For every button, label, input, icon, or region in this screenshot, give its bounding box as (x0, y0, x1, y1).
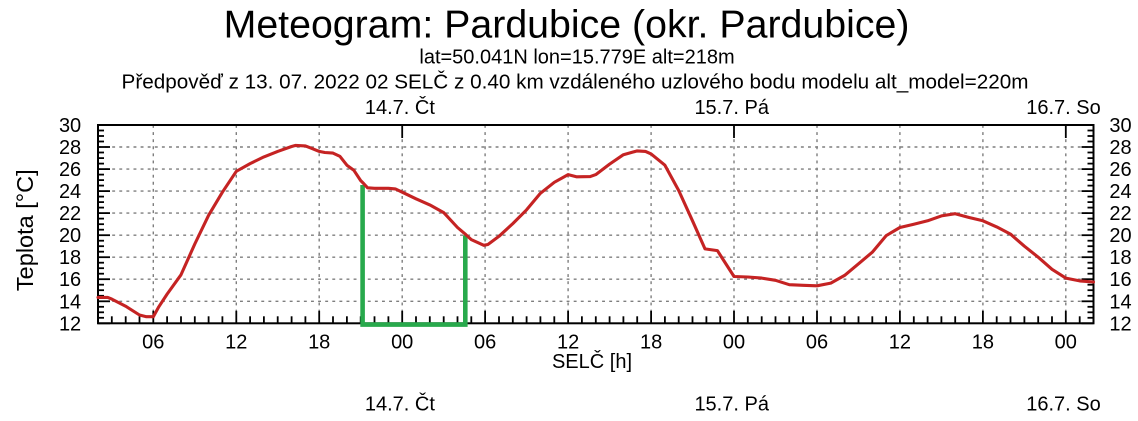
svg-text:lat=50.041N lon=15.779E alt=21: lat=50.041N lon=15.779E alt=218m (419, 47, 734, 69)
svg-text:30: 30 (1109, 115, 1131, 137)
svg-text:12: 12 (59, 313, 81, 335)
svg-text:18: 18 (972, 331, 994, 353)
svg-text:14.7. Čt: 14.7. Čt (365, 96, 435, 119)
svg-text:Předpověď z 13. 07. 2022 02 SE: Předpověď z 13. 07. 2022 02 SELČ z 0.40 … (122, 70, 1029, 93)
svg-text:16: 16 (1109, 269, 1131, 291)
svg-text:24: 24 (1109, 181, 1131, 203)
svg-text:28: 28 (59, 137, 81, 159)
svg-text:16.7. So: 16.7. So (1026, 393, 1101, 415)
svg-text:28: 28 (1109, 137, 1131, 159)
svg-text:06: 06 (474, 331, 496, 353)
svg-text:12: 12 (557, 331, 579, 353)
svg-text:14: 14 (59, 291, 81, 313)
svg-text:Teplota [°C]: Teplota [°C] (12, 169, 38, 291)
svg-text:12: 12 (1109, 313, 1131, 335)
svg-text:30: 30 (59, 115, 81, 137)
svg-text:14: 14 (1109, 291, 1131, 313)
svg-text:14.7. Čt: 14.7. Čt (365, 392, 435, 415)
svg-text:20: 20 (1109, 225, 1131, 247)
svg-text:18: 18 (59, 247, 81, 269)
svg-text:26: 26 (1109, 159, 1131, 181)
svg-text:22: 22 (59, 203, 81, 225)
svg-text:22: 22 (1109, 203, 1131, 225)
svg-text:18: 18 (308, 331, 330, 353)
svg-text:00: 00 (1055, 331, 1077, 353)
svg-text:SELČ [h]: SELČ [h] (552, 350, 632, 373)
svg-text:12: 12 (225, 331, 247, 353)
svg-text:24: 24 (59, 181, 81, 203)
svg-text:Meteogram: Pardubice (okr. Par: Meteogram: Pardubice (okr. Pardubice) (224, 2, 910, 46)
svg-text:15.7. Pá: 15.7. Pá (694, 393, 769, 415)
svg-text:00: 00 (391, 331, 413, 353)
svg-text:15.7. Pá: 15.7. Pá (694, 97, 769, 119)
svg-text:06: 06 (806, 331, 828, 353)
svg-text:18: 18 (1109, 247, 1131, 269)
svg-text:16.7. So: 16.7. So (1026, 97, 1101, 119)
svg-text:06: 06 (142, 331, 164, 353)
svg-text:12: 12 (889, 331, 911, 353)
svg-text:26: 26 (59, 159, 81, 181)
svg-text:16: 16 (59, 269, 81, 291)
svg-text:00: 00 (723, 331, 745, 353)
svg-text:18: 18 (640, 331, 662, 353)
svg-text:20: 20 (59, 225, 81, 247)
